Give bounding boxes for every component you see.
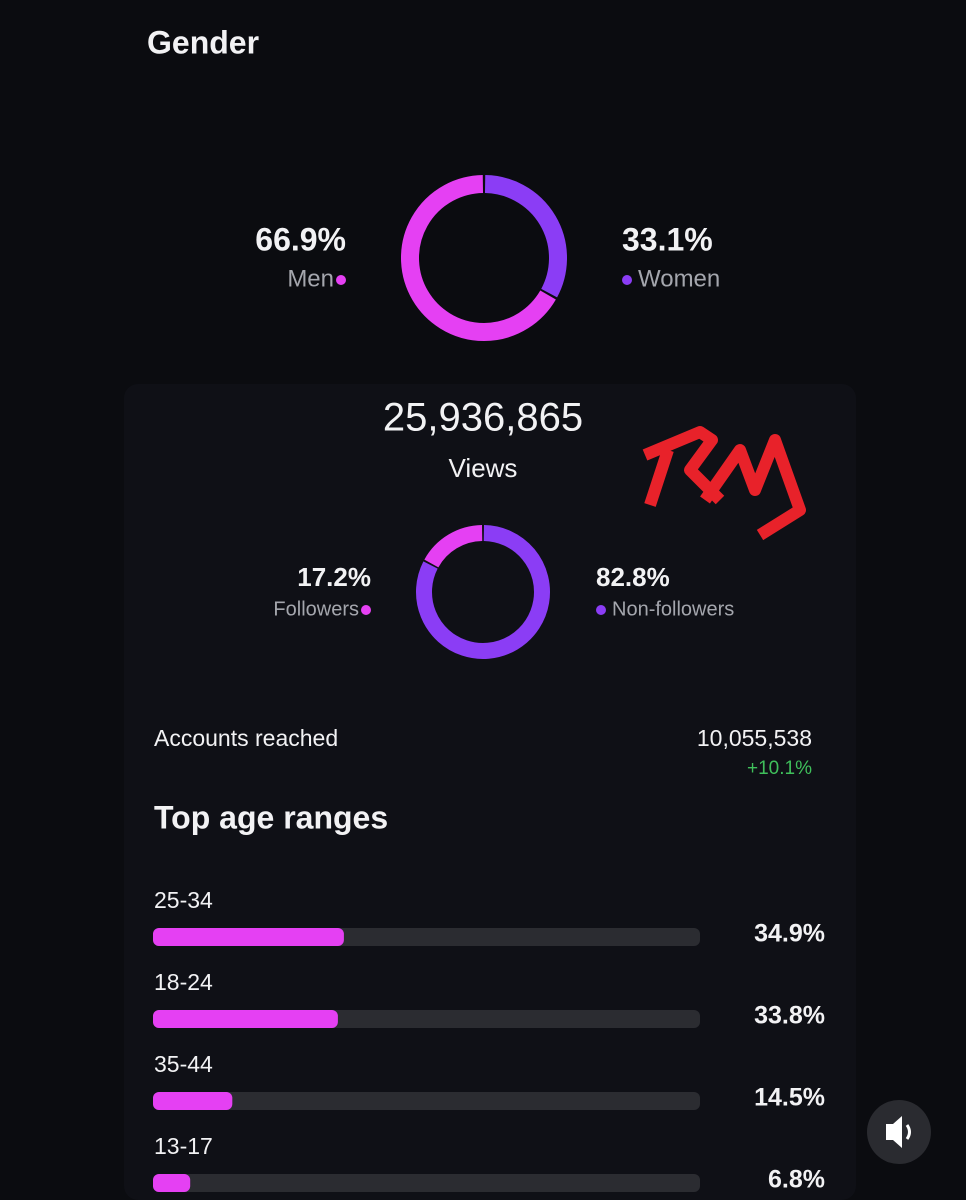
category-label: 13-17 — [154, 1133, 213, 1159]
value-label: 33.8% — [754, 1002, 825, 1030]
bar — [153, 928, 344, 946]
sound-button[interactable] — [867, 1100, 931, 1164]
category-label: 35-44 — [154, 1051, 213, 1077]
value-label: 34.9% — [754, 920, 825, 948]
legend-dot — [596, 605, 606, 615]
legend-label: Followers — [273, 598, 359, 620]
speaker-wave[interactable] — [905, 1124, 911, 1140]
category-label: 18-24 — [154, 969, 213, 995]
donut-segment — [484, 175, 567, 298]
value-label: 33.1% — [622, 221, 713, 257]
value-label: 6.8% — [768, 1166, 825, 1194]
section-title: Gender — [147, 24, 259, 60]
category-label: 25-34 — [154, 887, 213, 913]
donut-segment — [424, 525, 483, 568]
section-title: Top age ranges — [154, 799, 388, 835]
legend-label: Men — [287, 265, 334, 292]
views-title: Views — [449, 453, 518, 483]
bar — [153, 1010, 338, 1028]
donut-segment — [416, 525, 550, 659]
bar — [153, 1092, 233, 1110]
watermark-logo — [642, 426, 806, 541]
views-total: 25,936,865 — [383, 396, 583, 440]
accounts-change: +10.1% — [747, 758, 812, 779]
accounts-label: Accounts reached — [154, 725, 338, 751]
bar — [153, 1174, 191, 1192]
value-label: 82.8% — [596, 562, 670, 592]
legend-label: Women — [638, 265, 720, 292]
legend-dot — [336, 275, 346, 285]
speaker-icon[interactable] — [886, 1116, 902, 1148]
value-label: 17.2% — [297, 562, 371, 592]
value-label: 14.5% — [754, 1084, 825, 1112]
legend-dot — [361, 605, 371, 615]
bar-track — [153, 1092, 700, 1110]
card — [124, 384, 856, 1200]
legend-label: Non-followers — [612, 598, 734, 620]
accounts-value: 10,055,538 — [697, 725, 812, 751]
legend-dot — [622, 275, 632, 285]
value-label: 66.9% — [255, 221, 346, 257]
donut-segment — [401, 175, 556, 341]
bar-track — [153, 1174, 700, 1192]
